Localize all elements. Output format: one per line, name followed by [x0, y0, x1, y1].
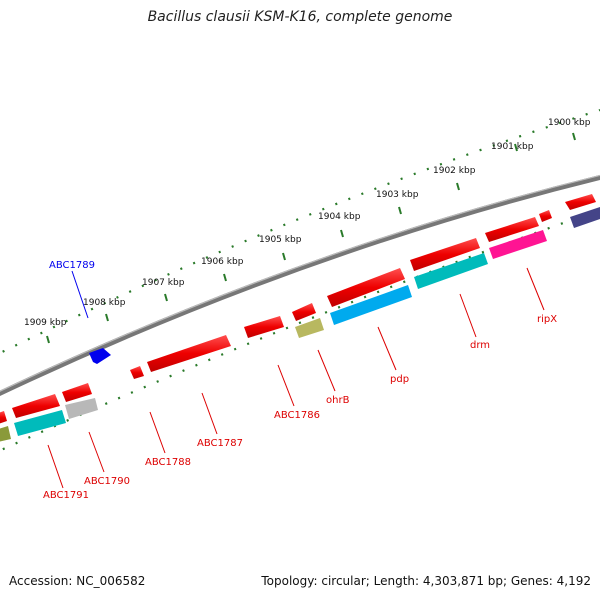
tick-label-1906: 1906 kbp — [201, 257, 244, 267]
tick-label-1904: 1904 kbp — [318, 212, 361, 222]
gene-label-ABC1789: ABC1789 — [49, 260, 95, 271]
leader-lines — [47, 267, 545, 489]
gene-box-cyan — [414, 253, 488, 289]
tick-label-1900: 1900 kbp — [548, 118, 591, 128]
gene-label-ABC1787: ABC1787 — [197, 438, 243, 449]
gene-arrow — [327, 268, 405, 307]
gene-arrow — [292, 303, 316, 321]
gene-label-ripX: ripX — [537, 314, 557, 325]
gene-box-cyan — [14, 410, 66, 436]
gene-arrow — [147, 335, 231, 372]
gene-box-olive — [295, 318, 324, 338]
tick-label-1903: 1903 kbp — [376, 190, 419, 200]
tick-label-1905: 1905 kbp — [259, 235, 302, 245]
gene-arrow — [12, 394, 60, 418]
gene-label-ABC1791: ABC1791 — [43, 490, 89, 501]
tick-label-1907: 1907 kbp — [142, 278, 185, 288]
gene-arrow — [62, 383, 92, 402]
tick-label-1908: 1908 kbp — [83, 298, 126, 308]
gene-box-navy — [570, 207, 600, 228]
gene-label-ABC1790: ABC1790 — [84, 476, 130, 487]
major-ticks — [46, 132, 576, 344]
genome-backbone — [0, 174, 600, 397]
gene-arrow — [410, 238, 480, 271]
gene-arrow — [130, 366, 144, 379]
outer-tick-track — [0, 108, 600, 355]
gene-box-magenta — [489, 230, 547, 259]
topology-text: Topology: circular; Length: 4,303,871 bp… — [261, 574, 591, 588]
gene-arrow — [244, 316, 284, 338]
gene-box-olive — [0, 426, 11, 442]
tick-label-1909: 1909 kbp — [24, 318, 67, 328]
gene-label-pdp: pdp — [390, 374, 409, 385]
gene-arrow — [485, 217, 539, 242]
forward-features — [0, 194, 596, 424]
gene-arrow — [565, 194, 596, 210]
gene-arrow — [539, 210, 552, 222]
gene-arrow — [0, 411, 7, 424]
gene-label-ABC1788: ABC1788 — [145, 457, 191, 468]
tick-label-1901: 1901 kbp — [491, 142, 534, 152]
tick-label-1902: 1902 kbp — [433, 166, 476, 176]
gene-arrow-blue — [89, 348, 111, 364]
gene-label-ABC1786: ABC1786 — [274, 410, 320, 421]
gene-label-drm: drm — [470, 340, 490, 351]
gene-label-ohrB: ohrB — [326, 395, 350, 406]
reverse-features — [0, 207, 600, 442]
accession-text: Accession: NC_006582 — [9, 574, 146, 588]
map-title: Bacillus clausii KSM-K16, complete genom… — [147, 9, 453, 25]
gene-box-gray — [65, 398, 98, 419]
gene-box-skyblue — [330, 285, 412, 325]
